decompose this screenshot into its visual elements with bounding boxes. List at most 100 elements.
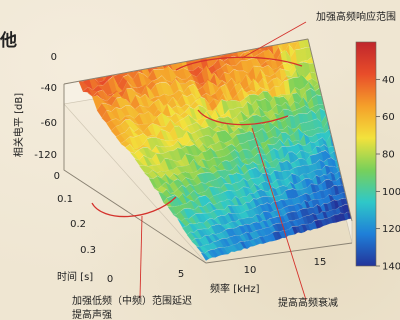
surface-cell (111, 52, 122, 58)
surface-cell (114, 61, 125, 74)
surface-cell (271, 21, 278, 33)
time-tick: 0 (54, 171, 60, 182)
freq-tick: 10 (244, 265, 257, 276)
surface-cell (273, 25, 280, 37)
surface-cell (164, 39, 174, 53)
surface-cell (255, 25, 262, 37)
surface-cell (180, 39, 190, 48)
annotation-low-line1: 加强低频（中频）范围延迟 (72, 294, 192, 307)
surface-cell (119, 61, 130, 72)
surface-cell (201, 39, 211, 41)
surface-cell (162, 44, 172, 57)
box-right-edge (307, 38, 353, 222)
surface-cell (176, 49, 186, 57)
surface-cell (168, 44, 177, 55)
surface-cell (290, 39, 298, 43)
colorbar-ticks: 40 60 80 100 120 140 (376, 75, 400, 273)
surface-cell (212, 39, 221, 46)
surface-cell (206, 39, 216, 47)
surface-cell (141, 48, 152, 66)
surface-cell (185, 39, 195, 48)
surface-cell (235, 39, 245, 43)
surface-cell (100, 54, 112, 58)
time-axis-label: 时间 [s] (57, 270, 93, 283)
annotation-top: 加强高频响应范围 (316, 10, 396, 23)
surface-cell (207, 43, 217, 55)
surface-cell (199, 41, 208, 54)
time-tick: 0.2 (70, 219, 86, 230)
surface-cell (186, 49, 196, 55)
surface-cell (159, 39, 169, 53)
surface-cell (148, 44, 158, 57)
surface-cell (196, 39, 206, 43)
surface-cell (262, 39, 270, 44)
surface-cell (105, 55, 116, 65)
surface-cell (192, 49, 201, 60)
surface-cell (153, 39, 164, 57)
time-tick: 0.1 (57, 194, 73, 205)
surface-cell (104, 64, 115, 77)
colorbar (355, 41, 377, 267)
surface-cell (246, 39, 255, 41)
surface-cell (299, 21, 306, 37)
surface-cell (173, 45, 183, 55)
colorbar-tick-label: 60 (382, 112, 395, 123)
surface-cell (267, 39, 276, 40)
surface-cell (230, 39, 240, 43)
surface-cell (266, 21, 273, 32)
corner-fragment-text: 他 (0, 30, 17, 51)
freq-tick: 0 (107, 274, 113, 285)
surface-cell (181, 49, 191, 57)
surface-cell (78, 61, 90, 69)
z-tick: 0 (51, 52, 57, 63)
spectrogram-surface (64, 15, 352, 261)
colorbar-tick-label: 40 (382, 75, 395, 86)
surface-cell (228, 39, 237, 53)
surface-cell (79, 51, 90, 63)
surface-cell (239, 26, 247, 37)
freq-tick: 5 (178, 269, 184, 280)
surface-cell (284, 39, 293, 43)
surface-cell (256, 39, 265, 44)
surface-cell (169, 39, 179, 52)
surface-cell (303, 16, 310, 20)
surface-cell (126, 54, 136, 63)
surface-cell (89, 59, 100, 70)
z-axis-label: 相关电平 [dB] (12, 93, 25, 157)
surface-cell (69, 54, 80, 72)
annotation-low-line2: 提高声强 (72, 308, 112, 320)
surface-cell (157, 43, 167, 64)
surface-cell (150, 56, 160, 67)
surface-cell (175, 41, 185, 53)
surface-cell (85, 51, 96, 62)
surface-cell (188, 40, 198, 52)
surface-cell (124, 58, 135, 72)
surface-cell (238, 40, 247, 51)
annotation-ellipse-top (175, 56, 303, 71)
surface-cell (251, 39, 260, 43)
surface-cell (152, 56, 162, 64)
z-tick: -60 (41, 118, 57, 129)
freq-axis-label: 频率 [kHz] (210, 282, 260, 295)
colorbar-tick-label: 120 (382, 224, 400, 235)
leader-line-low (139, 215, 143, 299)
surface-cell (132, 43, 143, 59)
z-tick: -120 (34, 150, 57, 161)
surface-cell (147, 48, 157, 66)
annotation-ellipse-high (197, 109, 289, 126)
surface-cell (301, 39, 310, 40)
surface-cell (127, 48, 138, 60)
surface-cell (297, 15, 304, 24)
surface-cell (171, 49, 181, 61)
surface-cell (222, 39, 232, 42)
surface-cell (227, 39, 237, 43)
surface-cell (131, 48, 141, 63)
surface-cell (204, 41, 214, 55)
surface-cell (94, 55, 105, 67)
surface-cell (282, 16, 289, 29)
colorbar-tick-label: 100 (382, 187, 400, 198)
surface-cell (120, 54, 131, 70)
surface-cell (83, 68, 94, 78)
